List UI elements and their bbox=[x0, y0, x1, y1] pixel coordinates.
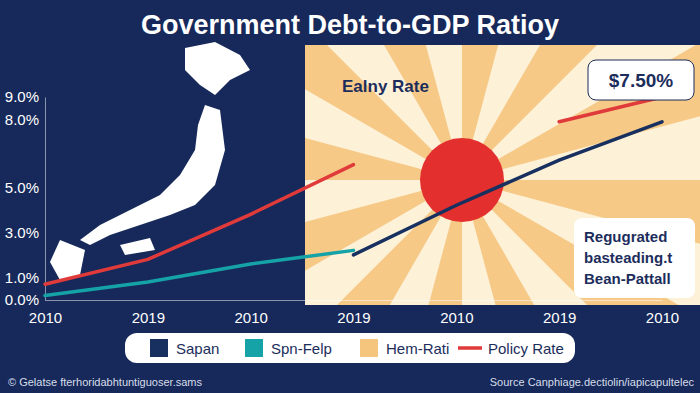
map-shape bbox=[120, 238, 155, 255]
x-tick: 2019 bbox=[132, 300, 165, 326]
annotation-box bbox=[574, 218, 695, 298]
y-tick: 8.0% bbox=[5, 111, 45, 128]
legend-swatch bbox=[458, 346, 482, 350]
y-tick-label: 3.0% bbox=[5, 224, 39, 241]
legend-swatch bbox=[245, 339, 263, 357]
y-axis-line bbox=[45, 98, 46, 301]
y-tick: 1.0% bbox=[5, 269, 45, 286]
sunburst-panel bbox=[305, 45, 700, 305]
x-tick: 2010 bbox=[440, 300, 473, 326]
x-axis-line bbox=[46, 300, 663, 301]
legend-label: Spn-Felp bbox=[271, 340, 332, 357]
lines bbox=[45, 97, 662, 295]
legend: Sapan Spn-Felp Hem-Rati Policy Rate bbox=[125, 333, 575, 363]
map bbox=[50, 42, 250, 280]
x-tick: 2010 bbox=[234, 300, 267, 326]
legend-box bbox=[125, 333, 575, 363]
legend-swatch bbox=[360, 339, 378, 357]
series-line bbox=[45, 97, 662, 284]
x-tick-label: 2010 bbox=[234, 309, 267, 326]
map-shape bbox=[80, 105, 225, 245]
chart-container: Government Debt-to-GDP Ratioy 0.0% 1.0% 3.0… bbox=[0, 0, 700, 393]
legend-label: Hem-Rati bbox=[386, 340, 449, 357]
x-axis: 2010 2019 2010 2019 2010 2019 2010 bbox=[29, 300, 679, 326]
map-shape bbox=[185, 42, 250, 95]
annotation-line: Bean-Pattall bbox=[584, 270, 671, 287]
y-tick-label: 0.0% bbox=[5, 291, 39, 308]
annotation-line: Regugrated bbox=[584, 228, 667, 245]
y-tick-label: 1.0% bbox=[5, 269, 39, 286]
x-tick: 2019 bbox=[543, 300, 576, 326]
y-tick: 5.0% bbox=[5, 179, 45, 196]
x-tick-label: 2010 bbox=[646, 309, 679, 326]
y-tick: 3.0% bbox=[5, 224, 45, 241]
x-tick-label: 2010 bbox=[29, 309, 62, 326]
y-tick-label: 8.0% bbox=[5, 111, 39, 128]
y-tick-label: 5.0% bbox=[5, 179, 39, 196]
y-tick: 9.0% bbox=[5, 88, 45, 105]
x-tick: 2010 bbox=[646, 300, 679, 326]
x-tick-label: 2019 bbox=[337, 309, 370, 326]
legend-label: Sapan bbox=[176, 340, 219, 357]
y-axis: 0.0% 1.0% 3.0% 5.0% 8.0% 9.0% bbox=[5, 88, 46, 308]
chart-svg: Government Debt-to-GDP Ratioy 0.0% 1.0% 3.0… bbox=[0, 0, 700, 393]
x-tick-label: 2019 bbox=[543, 309, 576, 326]
sun bbox=[420, 138, 504, 222]
annotation: $7.50% bbox=[609, 70, 674, 91]
credit: © Gelatse fterhoridabhtuntiguoser.sams bbox=[8, 376, 202, 388]
x-tick-label: 2010 bbox=[440, 309, 473, 326]
x-tick: 2010 bbox=[29, 300, 62, 326]
y-tick: 0.0% bbox=[5, 291, 45, 308]
annotation-box bbox=[588, 60, 694, 100]
annotation: Ealny Rate bbox=[342, 77, 429, 96]
legend-swatch bbox=[150, 339, 168, 357]
legend-label: Policy Rate bbox=[488, 340, 564, 357]
x-tick-label: 2019 bbox=[132, 309, 165, 326]
title: Government Debt-to-GDP Ratioy bbox=[141, 10, 559, 40]
y-tick-label: 9.0% bbox=[5, 88, 39, 105]
annotation-line: basteading.t bbox=[584, 249, 672, 266]
map-shape bbox=[50, 240, 85, 280]
source: Source Canphiage.dectiolin/iapicapultele… bbox=[490, 376, 695, 388]
annotation: Regugrated basteading.t Bean-Pattall bbox=[584, 228, 672, 287]
x-tick: 2019 bbox=[337, 300, 370, 326]
